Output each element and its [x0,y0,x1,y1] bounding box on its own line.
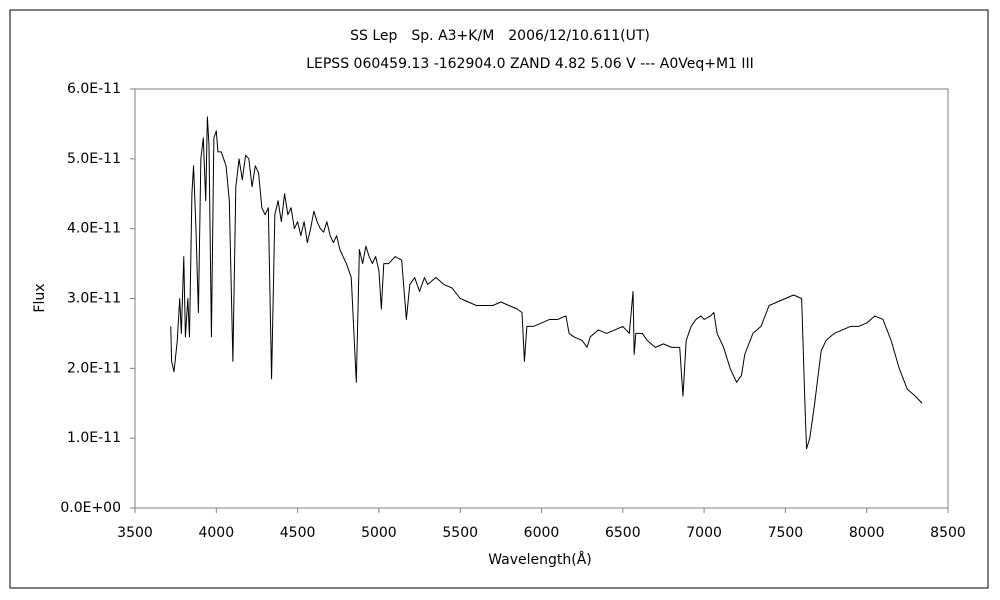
y-tick-label: 5.0E-11 [67,151,121,167]
y-tick-label: 0.0E+00 [60,500,121,516]
spectrum-line [170,116,923,450]
plot-area [134,88,949,509]
x-tick-label: 6000 [524,525,560,541]
x-tick-label: 8000 [849,525,885,541]
x-tick-label: 5500 [442,525,478,541]
y-tick-label: 2.0E-11 [67,360,121,376]
x-tick-label: 6500 [605,525,641,541]
y-tick-label: 4.0E-11 [67,221,121,237]
x-tick-label: 7000 [686,525,722,541]
chart-subtitle: LEPSS 060459.13 -162904.0 ZAND 4.82 5.06… [306,56,754,72]
x-axis-label: Wavelength(Å) [488,551,592,568]
y-axis-label: Flux [32,283,48,312]
x-tick-label: 3500 [117,525,153,541]
x-tick-label: 5000 [361,525,397,541]
x-tick-label: 4500 [280,525,316,541]
x-tick-label: 8500 [930,525,966,541]
x-tick-label: 4000 [198,525,234,541]
chart-title: SS Lep Sp. A3+K/M 2006/12/10.611(UT) [350,28,650,44]
y-tick-label: 3.0E-11 [67,291,121,307]
y-tick-label: 1.0E-11 [67,430,121,446]
x-tick-label: 7500 [768,525,804,541]
y-tick-label: 6.0E-11 [67,81,121,97]
